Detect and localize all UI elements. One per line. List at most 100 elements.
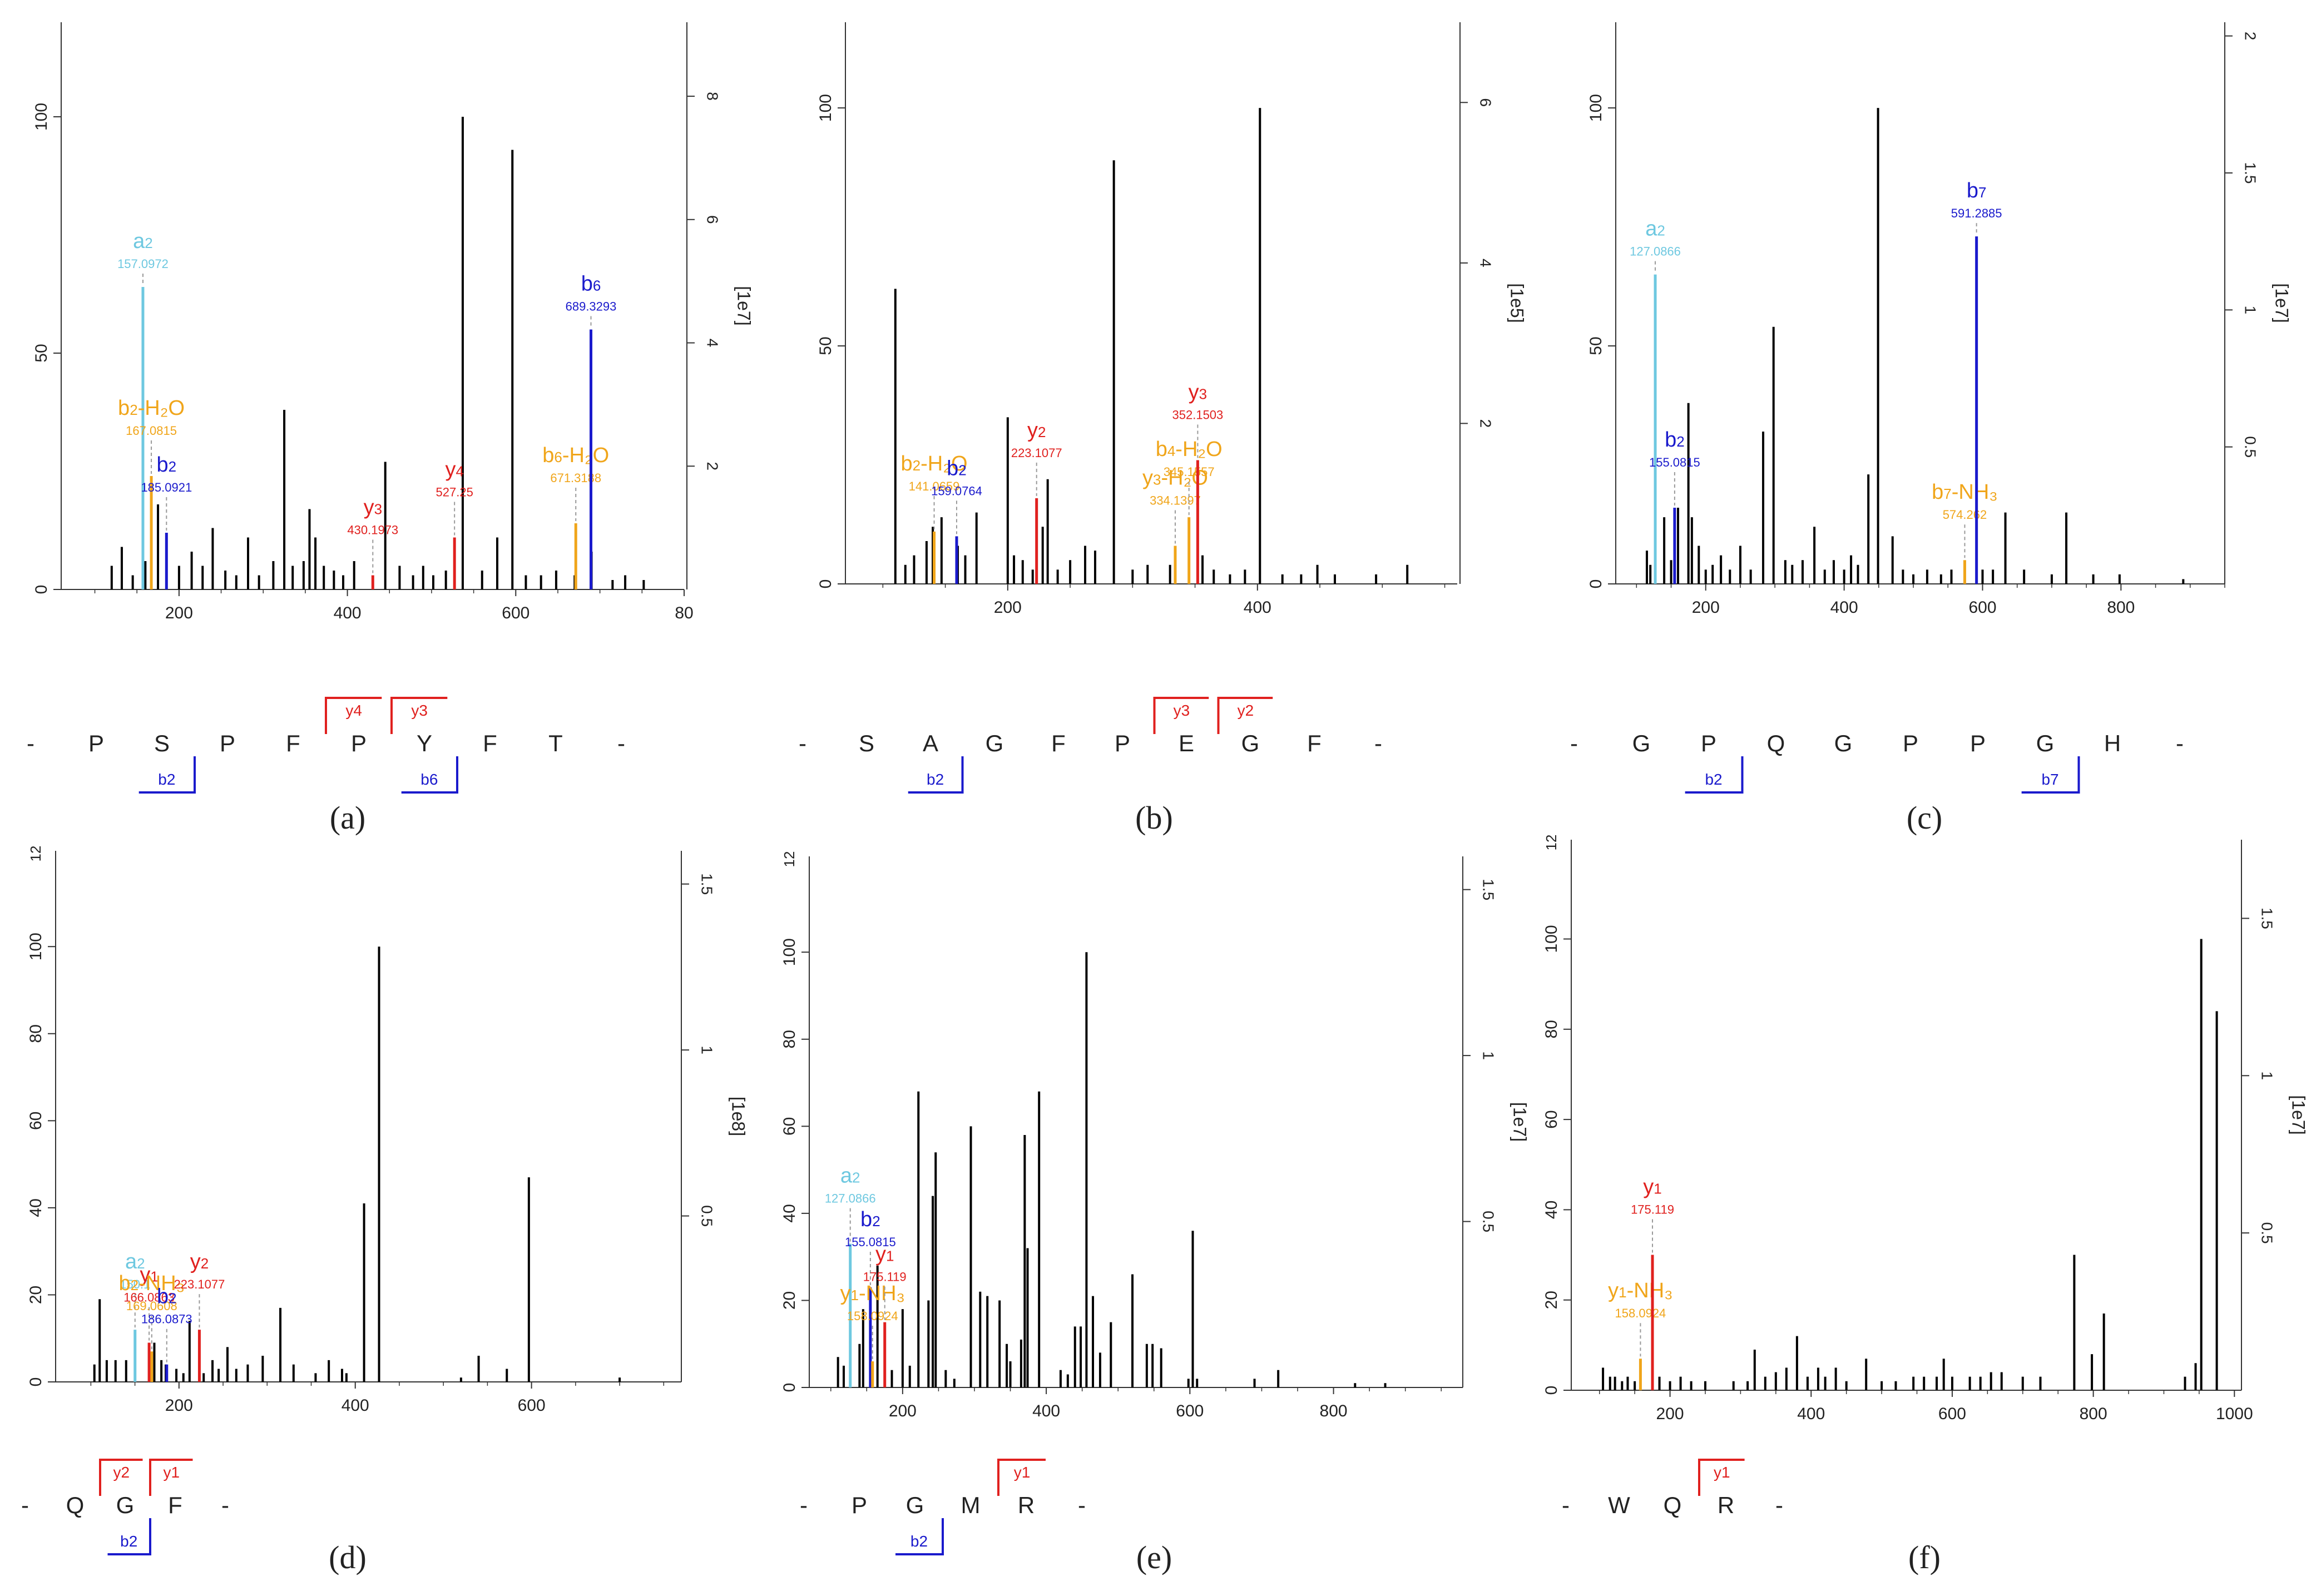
ion-mz-label: 591.2885 bbox=[1951, 206, 2002, 220]
b-fragment-label: b7 bbox=[2041, 771, 2058, 788]
y-fragment-bracket bbox=[325, 697, 382, 734]
ion-mz-label: 175.119 bbox=[1631, 1203, 1674, 1217]
ion-label: b2-H₂O bbox=[901, 452, 968, 475]
right-tick-label: 1.5 bbox=[699, 873, 716, 895]
b-fragment-bracket bbox=[2021, 756, 2080, 794]
right-tick-label: 0.5 bbox=[699, 1205, 716, 1227]
y-tick-label: 60 bbox=[1542, 1110, 1561, 1128]
ion-label: y3-H₂O bbox=[1142, 467, 1208, 490]
ion-mz-label: 334.1397 bbox=[1150, 494, 1201, 508]
sequence-residue: - bbox=[1374, 730, 1382, 756]
x-tick-label: 800 bbox=[2080, 1405, 2107, 1423]
ion-mz-label: 527.25 bbox=[436, 485, 473, 499]
spectrum-panel-f: 0 20 40 60 80 100 12 200 400 600 800 1000 0.5 1 1.5 [1e… bbox=[1542, 835, 2309, 1575]
y-tick-label: 60 bbox=[27, 1112, 45, 1130]
ion-mz-label: 223.1077 bbox=[174, 1277, 225, 1291]
y-tick-label: 100 bbox=[816, 94, 835, 122]
ion-label: y3 bbox=[364, 496, 382, 519]
b-fragment-bracket bbox=[107, 1518, 151, 1555]
y-tick-label: 100 bbox=[780, 938, 799, 966]
ion-label: y1 bbox=[140, 1263, 158, 1287]
sequence-residue: - bbox=[27, 730, 34, 756]
sequence-residue: P bbox=[1970, 730, 1986, 756]
ion-label: b2 bbox=[860, 1208, 880, 1231]
y-tick-label: 20 bbox=[780, 1291, 799, 1310]
ion-mz-label: 127.0866 bbox=[825, 1192, 876, 1206]
b-fragment-bracket bbox=[138, 756, 196, 794]
x-tick-label: 200 bbox=[165, 604, 193, 622]
y-fragment-bracket bbox=[1698, 1459, 1745, 1496]
sequence-residue: P bbox=[351, 730, 367, 756]
x-tick-label: 1000 bbox=[2216, 1405, 2253, 1423]
ion-mz-label: 352.1503 bbox=[1172, 408, 1224, 422]
right-tick-label: 1 bbox=[1480, 1051, 1497, 1060]
ion-label: b6-H₂O bbox=[542, 444, 609, 467]
ion-mz-label: 141.0659 bbox=[909, 479, 960, 493]
ion-label: b7 bbox=[1967, 179, 1987, 202]
ion-mz-label: 186.0873 bbox=[141, 1312, 192, 1326]
sequence-residue: G bbox=[986, 730, 1004, 756]
y-fragment-label: y1 bbox=[1714, 1464, 1730, 1481]
sequence-residue: F bbox=[483, 730, 497, 756]
spectrum-panel-a: 0 50 100 200 400 600 80 2 4 6 8 [1e7] a2 157.0972 b2-H… bbox=[27, 22, 754, 836]
y-tick-label: 80 bbox=[27, 1024, 45, 1043]
ion-mz-label: 127.0866 bbox=[1630, 245, 1681, 259]
right-axis-unit: [1e8] bbox=[729, 1097, 749, 1136]
panel-caption: (c) bbox=[1907, 800, 1942, 836]
ion-mz-label: 574.262 bbox=[1943, 508, 1987, 522]
sequence-residue: G bbox=[1834, 730, 1853, 756]
ion-label: y1-NH₃ bbox=[840, 1282, 905, 1305]
right-tick-label: 0.5 bbox=[1480, 1211, 1497, 1232]
ion-label: b2 bbox=[157, 1285, 177, 1308]
y-fragment-label: y2 bbox=[113, 1464, 130, 1481]
right-tick-label: 4 bbox=[1477, 259, 1494, 267]
sequence-residue: - bbox=[1570, 730, 1578, 756]
y-tick-label: 50 bbox=[1587, 336, 1605, 355]
x-tick-label: 400 bbox=[1244, 598, 1271, 617]
ion-label: b6 bbox=[581, 272, 601, 296]
y-fragment-label: y1 bbox=[163, 1464, 180, 1481]
peptide-sequence: - P G M R - y1 b2 bbox=[800, 1459, 1086, 1555]
y-tick-label: 40 bbox=[27, 1198, 45, 1217]
y-tick-label: 40 bbox=[1542, 1201, 1561, 1219]
panel-caption: (d) bbox=[329, 1539, 367, 1575]
ion-mz-label: 159.0764 bbox=[931, 484, 982, 498]
sequence-residue: G bbox=[906, 1492, 924, 1518]
panel-caption: (a) bbox=[330, 800, 365, 836]
ion-label: b2 bbox=[947, 457, 967, 480]
x-tick-label: 600 bbox=[1968, 598, 1996, 617]
ion-label: b2 bbox=[157, 453, 177, 477]
sequence-residue: P bbox=[88, 730, 104, 756]
ion-mz-label: 185.0921 bbox=[141, 480, 192, 494]
b-fragment-bracket bbox=[401, 756, 458, 794]
sequence-residue: W bbox=[1608, 1492, 1630, 1518]
b-fragment-label: b2 bbox=[1705, 771, 1722, 788]
x-tick-label: 800 bbox=[1320, 1402, 1348, 1420]
peptide-sequence: - Q G F - y2 y1 b2 bbox=[21, 1459, 229, 1555]
ion-label: b2-H₂O bbox=[118, 396, 185, 420]
x-tick-label: 400 bbox=[342, 1396, 369, 1415]
sequence-residue: - bbox=[221, 1492, 229, 1518]
right-tick-label: 1 bbox=[2242, 306, 2259, 315]
spectrum-panel-d: 0 20 40 60 80 100 12 200 400 600 0.5 1 1.5 [1e8] a2 150… bbox=[21, 846, 749, 1575]
y-tick-label-top: 12 bbox=[781, 851, 798, 868]
b-fragment-label: b2 bbox=[927, 771, 944, 788]
spectrum-panel-c: 0 50 100 200 400 600 800 0.5 1 1.5 2 [1e7] a2 127.086… bbox=[1570, 22, 2292, 836]
y-fragment-label: y3 bbox=[1174, 702, 1190, 719]
y-tick-label: 80 bbox=[780, 1030, 799, 1048]
sequence-residue: E bbox=[1179, 730, 1194, 756]
y-tick-label: 80 bbox=[1542, 1020, 1561, 1038]
sequence-residue: Y bbox=[417, 730, 432, 756]
ion-label: a2 bbox=[125, 1250, 145, 1273]
ion-mz-label: 689.3293 bbox=[566, 300, 617, 314]
y-tick-label: 0 bbox=[780, 1383, 799, 1392]
y-tick-label: 0 bbox=[32, 585, 51, 594]
x-tick-label: 600 bbox=[502, 604, 529, 622]
sequence-residue: - bbox=[800, 1492, 808, 1518]
right-axis-unit: [1e5] bbox=[1507, 283, 1527, 323]
sequence-residue: Q bbox=[1664, 1492, 1682, 1518]
y-fragment-bracket bbox=[997, 1459, 1046, 1496]
ion-mz-label: 155.0815 bbox=[1649, 455, 1700, 469]
x-tick-label: 200 bbox=[994, 598, 1022, 617]
sequence-residue: F bbox=[168, 1492, 182, 1518]
